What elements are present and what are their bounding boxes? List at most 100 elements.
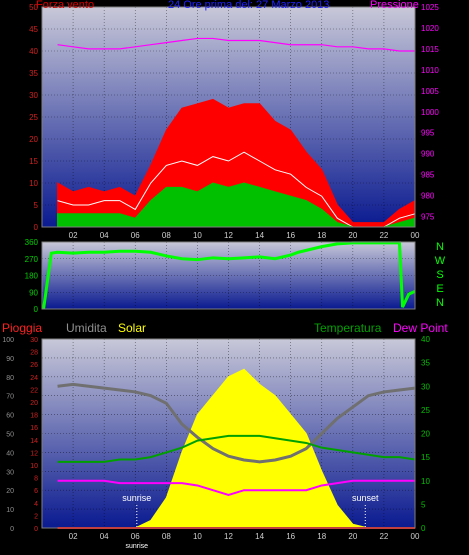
- humidity-tick-label: 40: [6, 450, 14, 457]
- pressure-tick-label: 985: [421, 171, 435, 180]
- humidity-tick-label: 70: [6, 394, 14, 401]
- compass-label: N: [436, 297, 444, 309]
- plot-frame-2: [41, 241, 416, 310]
- x-tick-label: 04: [100, 231, 109, 240]
- rain-tick-label: 26: [30, 362, 38, 369]
- humidity-tick-label: 60: [6, 413, 14, 420]
- wind-tick-label: 25: [29, 113, 38, 122]
- rain-tick-label: 28: [30, 350, 38, 357]
- rain-tick-label: 22: [30, 387, 38, 394]
- legend-rain: Pioggia: [2, 321, 43, 335]
- compass-label: W: [435, 255, 446, 267]
- x-tick-label: 16: [286, 532, 295, 541]
- rain-tick-label: 18: [30, 413, 38, 420]
- wind-direction-series: [42, 241, 416, 310]
- x-tick-label: 12: [224, 532, 233, 541]
- humidity-tick-label: 80: [6, 375, 14, 382]
- legend-temperature: Temperatura: [314, 321, 382, 335]
- x-tick-label: 00: [411, 231, 420, 240]
- x-tick-label: 08: [162, 532, 171, 541]
- x-tick-label: 00: [411, 532, 420, 541]
- pressure-tick-label: 1000: [421, 108, 439, 117]
- rain-tick-label: 6: [34, 488, 38, 495]
- chart-title: 24 Ore prima del: 27 Marzo 2013: [168, 0, 330, 11]
- rain-tick-label: 14: [30, 438, 38, 445]
- wind-tick-label: 30: [29, 91, 38, 100]
- pressure-tick-label: 1005: [421, 87, 439, 96]
- humidity-tick-label: 20: [6, 488, 14, 495]
- wind-speed-series: [57, 98, 416, 228]
- wind-tick-label: 35: [29, 69, 38, 78]
- rain-tick-label: 4: [34, 501, 38, 508]
- rain-tick-label: 12: [30, 450, 38, 457]
- pressure-axis-label: Pressione: [370, 0, 419, 11]
- temperature-tick-label: 25: [421, 406, 430, 415]
- x-tick-label: 04: [100, 532, 109, 541]
- x-tick-label: 22: [379, 231, 388, 240]
- x-tick-label: 20: [348, 532, 357, 541]
- dewpoint-series: [57, 479, 415, 496]
- direction-tick-label: 360: [25, 238, 39, 247]
- direction-tick-label: 90: [29, 288, 38, 297]
- temperature-series: [57, 434, 416, 463]
- pressure-tick-label: 975: [421, 213, 435, 222]
- pressure-tick-label: 1020: [421, 24, 439, 33]
- humidity-tick-label: 50: [6, 432, 14, 439]
- direction-tick-label: 180: [25, 272, 39, 281]
- direction-tick-label: 270: [25, 255, 39, 264]
- wind-tick-label: 45: [29, 25, 38, 34]
- wind-tick-label: 15: [29, 157, 38, 166]
- temperature-tick-label: 20: [421, 430, 430, 439]
- x-tick-label: 22: [379, 532, 388, 541]
- sunset-label: sunset: [352, 493, 379, 503]
- pressure-series: [57, 37, 415, 52]
- x-tick-label: 02: [69, 231, 78, 240]
- x-tick-label: 18: [317, 532, 326, 541]
- wind-tick-label: 40: [29, 47, 38, 56]
- x-tick-label: 08: [162, 231, 171, 240]
- pressure-tick-label: 990: [421, 150, 435, 159]
- compass-label: E: [436, 283, 443, 295]
- x-tick-label: 20: [348, 231, 357, 240]
- pressure-tick-label: 1025: [421, 3, 439, 12]
- compass-label: N: [436, 241, 444, 253]
- sunrise-label: sunrise: [122, 493, 151, 503]
- sunrise-axis-label: sunrise: [126, 543, 149, 550]
- temperature-tick-label: 10: [421, 477, 430, 486]
- x-tick-label: 14: [255, 231, 264, 240]
- temperature-tick-label: 40: [421, 335, 430, 344]
- humidity-tick-label: 0: [10, 526, 14, 533]
- legend-humidity: Umidita: [66, 321, 107, 335]
- temperature-tick-label: 0: [421, 524, 426, 533]
- compass-label: S: [436, 269, 443, 281]
- x-tick-label: 10: [193, 532, 202, 541]
- x-tick-label: 06: [131, 532, 140, 541]
- pressure-tick-label: 995: [421, 129, 435, 138]
- pressure-tick-label: 980: [421, 192, 435, 201]
- humidity-series: [57, 382, 416, 464]
- x-tick-label: 12: [224, 231, 233, 240]
- humidity-tick-label: 30: [6, 469, 14, 476]
- x-tick-label: 02: [69, 532, 78, 541]
- temperature-tick-label: 30: [421, 382, 430, 391]
- wind-tick-label: 50: [29, 3, 38, 12]
- plot-frame-1: [41, 6, 416, 228]
- temperature-tick-label: 15: [421, 453, 430, 462]
- plot-frame-3: [41, 338, 416, 529]
- humidity-tick-label: 100: [2, 337, 14, 344]
- rain-tick-label: 16: [30, 425, 38, 432]
- wind-axis-label: Forza vento: [36, 0, 95, 11]
- rain-tick-label: 8: [34, 476, 38, 483]
- rain-tick-label: 20: [30, 400, 38, 407]
- x-tick-label: 06: [131, 231, 140, 240]
- wind-tick-label: 0: [34, 223, 39, 232]
- rain-tick-label: 2: [34, 513, 38, 520]
- humidity-tick-label: 10: [6, 507, 14, 514]
- legend-solar: Solar: [118, 321, 147, 335]
- temperature-tick-label: 35: [421, 359, 430, 368]
- rain-tick-label: 10: [30, 463, 38, 470]
- pressure-tick-label: 1010: [421, 66, 439, 75]
- x-tick-label: 10: [193, 231, 202, 240]
